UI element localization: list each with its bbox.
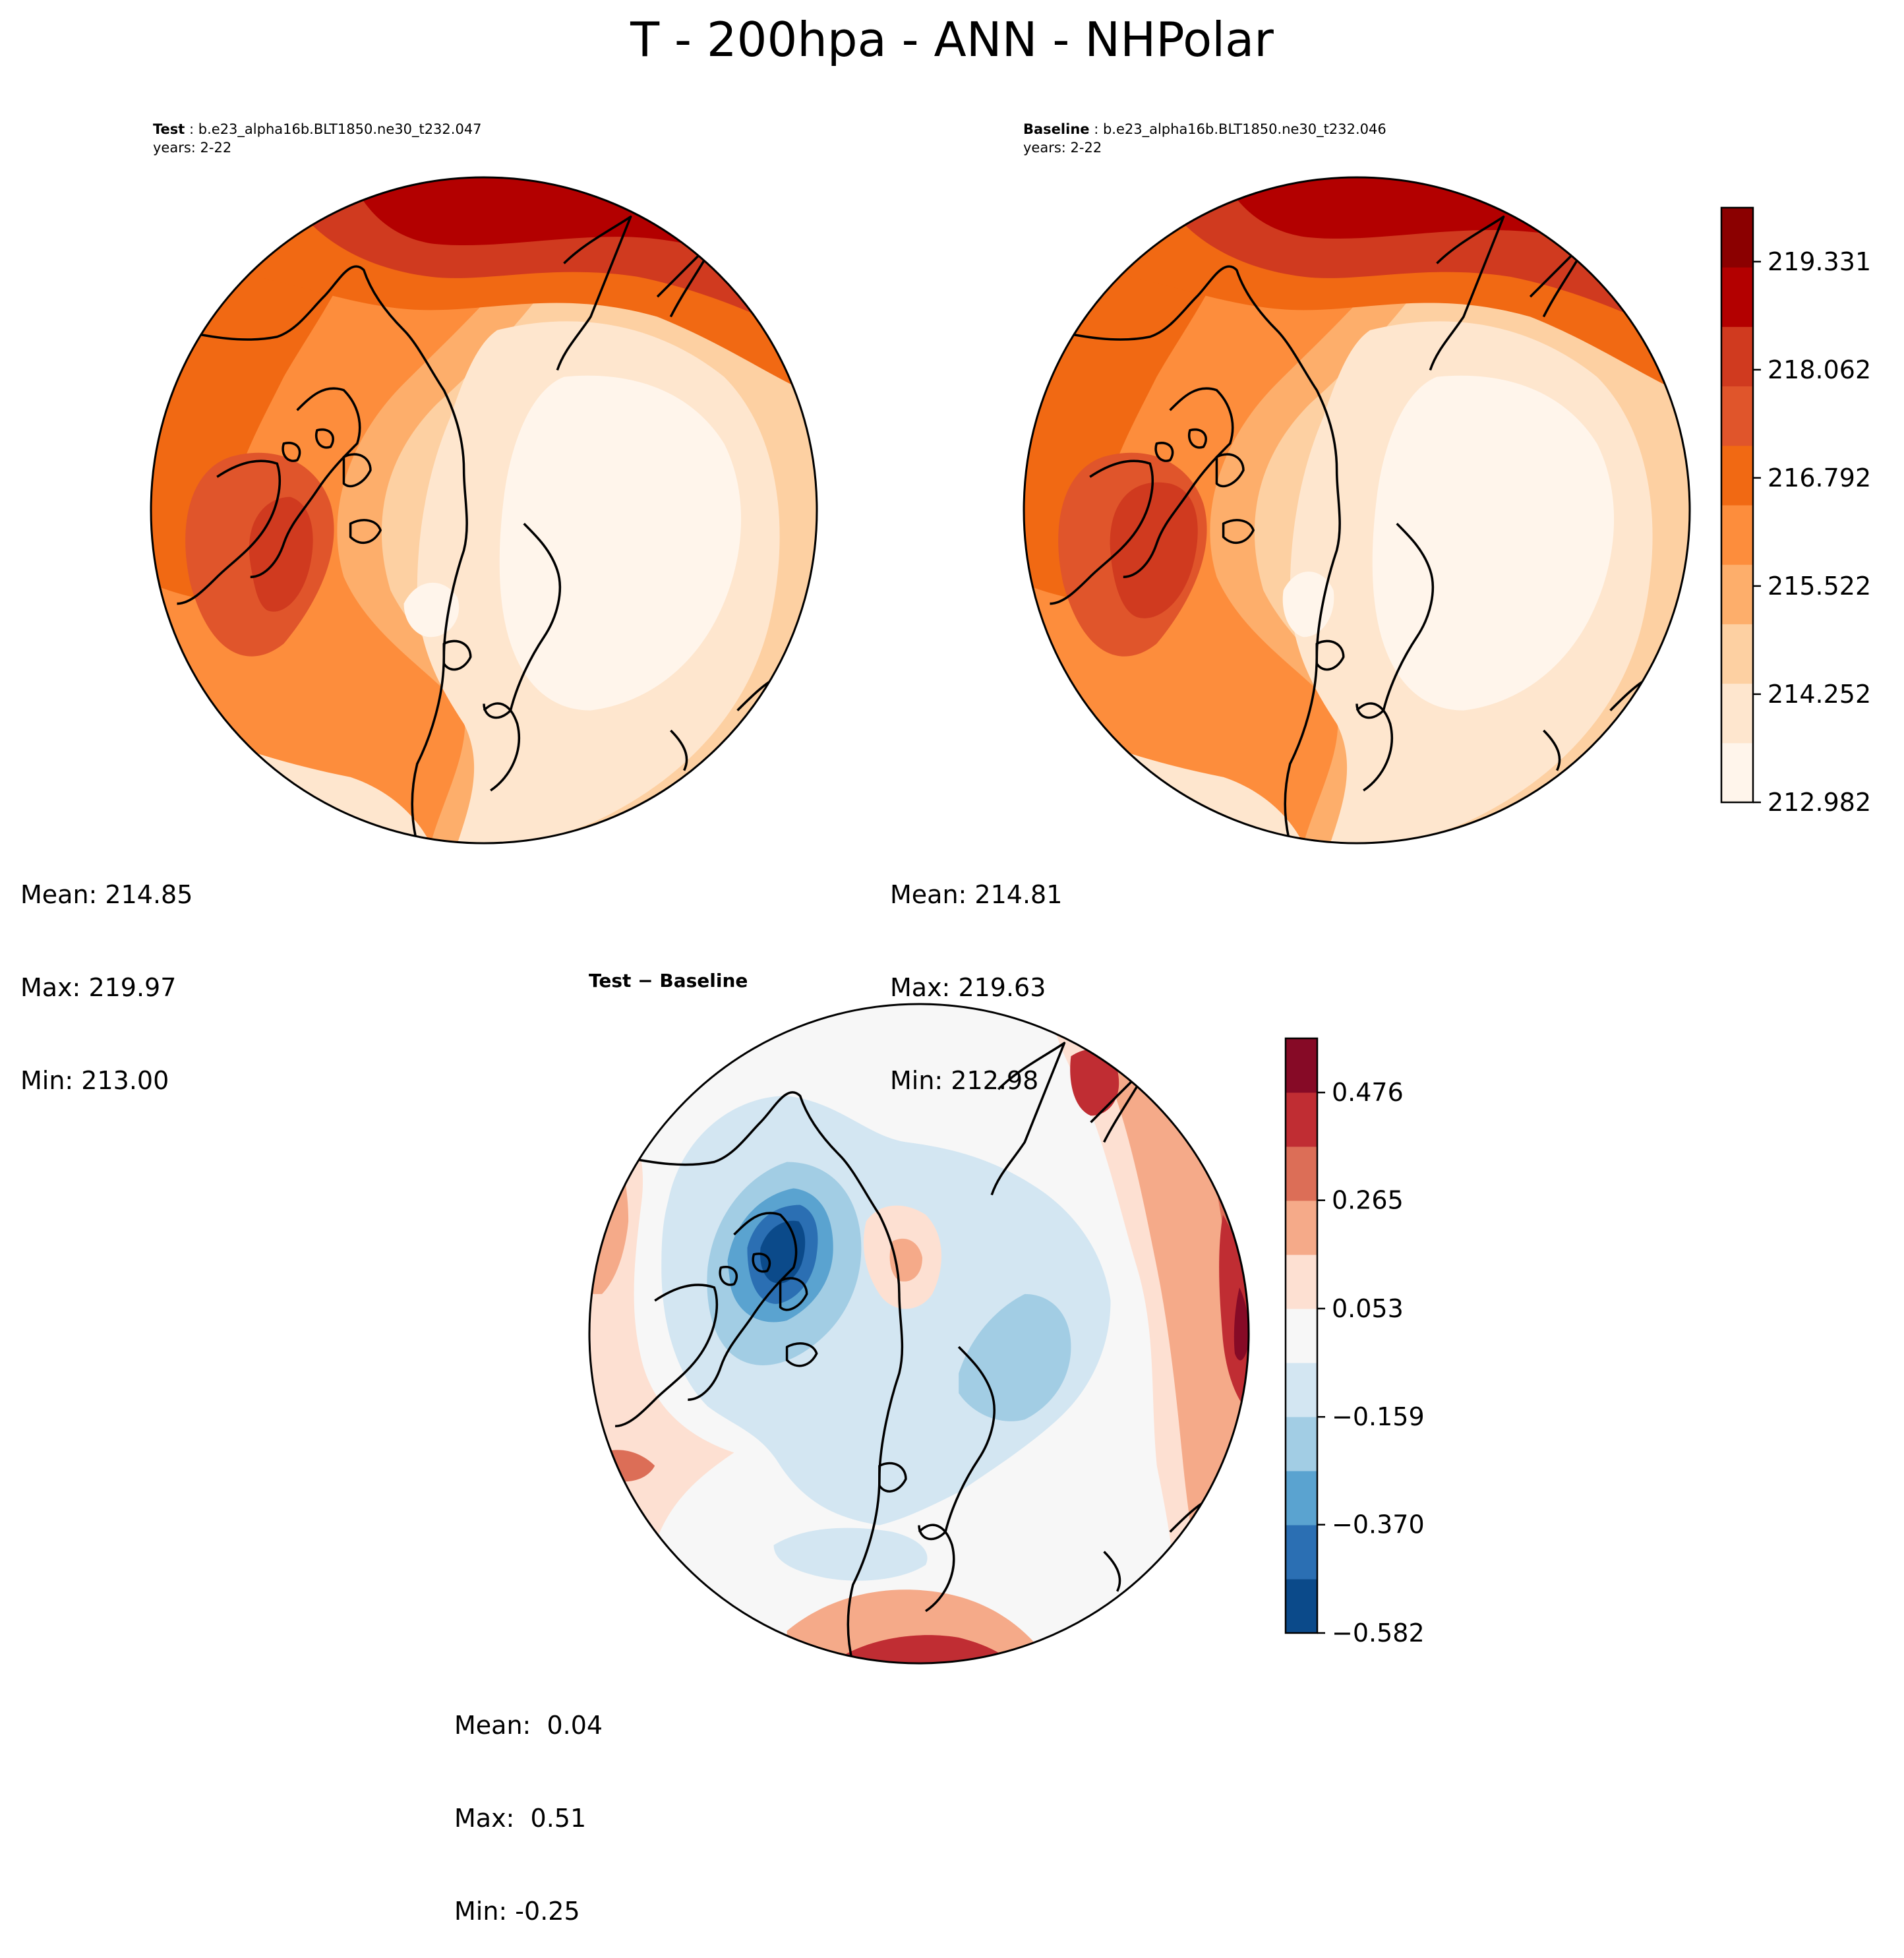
difference-colorbar-band: [1286, 1363, 1317, 1417]
difference-colorbar-band: [1286, 1146, 1317, 1201]
diff-contour-band-neg1-bottom: [773, 1528, 928, 1581]
test-min: Min: 213.00: [20, 1066, 169, 1095]
baseline-coastlines: [1035, 215, 1651, 844]
diff-contour-band-pos-bottom: [787, 1589, 1052, 1664]
temperature-colorbar-band: [1721, 624, 1753, 684]
figure-title: T - 200hpa - ANN - NHPolar: [630, 12, 1274, 67]
temperature-colorbar-tick-label: 214.252: [1768, 680, 1871, 709]
test-label: Test: [153, 121, 185, 137]
temperature-colorbar-tick-label: 219.331: [1768, 247, 1871, 276]
difference-colorbar-tick-label: −0.370: [1332, 1510, 1425, 1539]
difference-colorbar-tick-label: −0.159: [1332, 1402, 1425, 1431]
baseline-subtitle: Baseline : b.e23_alpha16b.BLT1850.ne30_t…: [1023, 121, 1386, 156]
difference-colorbar-tick-label: −0.582: [1332, 1618, 1425, 1647]
baseline-contour-band-1: [1372, 375, 1615, 711]
difference-colorbar: 0.476 0.265 0.053 −0.159 −0.370 −0.582: [1284, 1037, 1425, 1647]
difference-colorbar-tick-label: 0.476: [1332, 1078, 1404, 1107]
difference-colorbar-tick-label: 0.053: [1332, 1294, 1404, 1323]
test-case: b.e23_alpha16b.BLT1850.ne30_t232.047: [198, 121, 482, 137]
test-max: Max: 219.97: [20, 973, 177, 1002]
test-mean: Mean: 214.85: [20, 880, 193, 909]
difference-colorbar-band: [1286, 1092, 1317, 1147]
temperature-colorbar-band: [1721, 208, 1753, 268]
diff-contour-band-pos4-top: [1070, 1049, 1119, 1116]
baseline-mean: Mean: 214.81: [890, 880, 1063, 909]
baseline-map: [1023, 176, 1691, 845]
test-stats: Mean: 214.85 Max: 219.97 Min: 213.00: [20, 817, 193, 1127]
test-contour-band-1: [499, 375, 742, 711]
diff-contour-band-pos-bottom-2: [839, 1635, 1012, 1664]
diff-contour-band-neg2-right: [959, 1293, 1071, 1421]
temperature-colorbar-band: [1721, 326, 1753, 387]
difference-colorbar-band: [1286, 1471, 1317, 1526]
test-map: [150, 176, 818, 845]
diff-max: Max: 0.51: [454, 1804, 587, 1833]
test-coastlines: [162, 215, 779, 844]
diff-title: Test − Baseline: [589, 970, 748, 992]
baseline-map-border: [1023, 176, 1691, 845]
baseline-years: years: 2-22: [1023, 140, 1102, 156]
difference-colorbar-band: [1286, 1255, 1317, 1309]
test-map-border: [150, 176, 818, 845]
test-contour-band-7: [249, 496, 313, 612]
diff-contour-band-pos4-right: [1219, 1214, 1249, 1413]
temperature-colorbar-tick-label: 216.792: [1768, 463, 1871, 492]
temperature-colorbar-band: [1721, 505, 1753, 565]
baseline-max: Max: 219.63: [890, 973, 1046, 1002]
temperature-colorbar-tick-label: 212.982: [1768, 788, 1871, 817]
test-contour-band-1b: [403, 582, 460, 638]
diff-contour-band-pos5-right: [1234, 1287, 1249, 1361]
difference-colorbar-tick-label: 0.265: [1332, 1186, 1404, 1215]
difference-colorbar-band: [1286, 1038, 1317, 1093]
temperature-colorbar-band: [1721, 683, 1753, 744]
temperature-colorbar: 219.331 218.062 216.792 215.522 214.252 212.9…: [1720, 206, 1871, 817]
temperature-colorbar-band: [1721, 445, 1753, 506]
test-subtitle: Test : b.e23_alpha16b.BLT1850.ne30_t232.…: [153, 121, 482, 156]
temperature-colorbar-band: [1721, 742, 1753, 803]
diff-map-border: [588, 1003, 1250, 1665]
difference-colorbar-band: [1286, 1417, 1317, 1471]
diff-map: [588, 1003, 1250, 1665]
temperature-colorbar-tick-label: 218.062: [1768, 355, 1871, 384]
difference-colorbar-band: [1286, 1309, 1317, 1363]
baseline-stats: Mean: 214.81 Max: 219.63 Min: 212.98: [890, 817, 1062, 1127]
diff-stats: Mean: 0.04 Max: 0.51 Min: -0.25: [454, 1648, 603, 1958]
test-years: years: 2-22: [153, 140, 232, 156]
difference-colorbar-band: [1286, 1201, 1317, 1255]
temperature-colorbar-band: [1721, 564, 1753, 624]
temperature-colorbar-band: [1721, 267, 1753, 327]
baseline-min: Min: 212.98: [890, 1066, 1039, 1095]
diff-min: Min: -0.25: [454, 1897, 580, 1926]
temperature-colorbar-band: [1721, 386, 1753, 446]
difference-colorbar-band: [1286, 1579, 1317, 1634]
diff-mean: Mean: 0.04: [454, 1711, 603, 1740]
temperature-colorbar-tick-label: 215.522: [1768, 572, 1871, 601]
baseline-label: Baseline: [1023, 121, 1090, 137]
baseline-case: b.e23_alpha16b.BLT1850.ne30_t232.046: [1102, 121, 1386, 137]
difference-colorbar-band: [1286, 1525, 1317, 1580]
baseline-contour-band-1b: [1282, 571, 1334, 638]
